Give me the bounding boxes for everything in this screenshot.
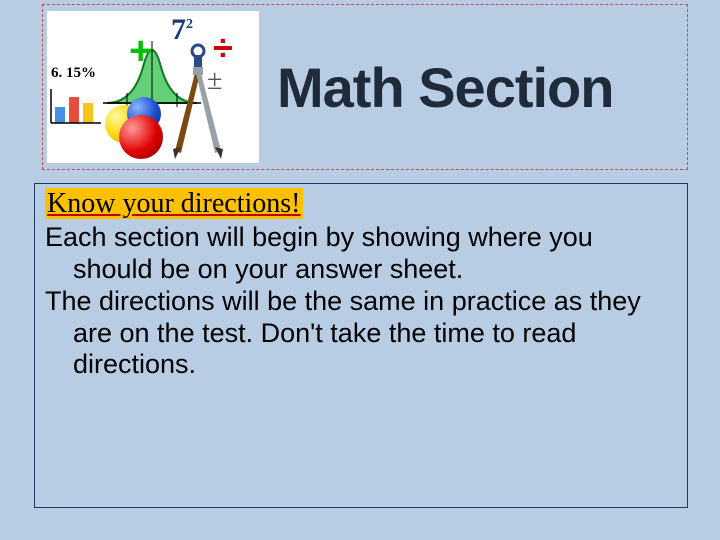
percent-label: 6. 15%: [51, 65, 96, 82]
math-collage-image: 6. 15% + 72 ÷ ±: [47, 11, 259, 163]
title-container: 6. 15% + 72 ÷ ±: [42, 4, 688, 170]
paragraph-2: The directions will be the same in pract…: [45, 286, 677, 382]
paragraph-1: Each section will begin by showing where…: [45, 222, 677, 286]
content-container: Know your directions! Each section will …: [34, 183, 688, 508]
red-sphere: [119, 115, 163, 159]
content-heading: Know your directions!: [45, 188, 303, 219]
exponent-power: 2: [186, 17, 193, 32]
plus-icon: +: [129, 29, 152, 74]
content-body: Each section will begin by showing where…: [45, 222, 677, 381]
bar-chart-icon: [49, 85, 107, 127]
page-title: Math Section: [277, 55, 613, 120]
compass-icon: [167, 41, 229, 159]
